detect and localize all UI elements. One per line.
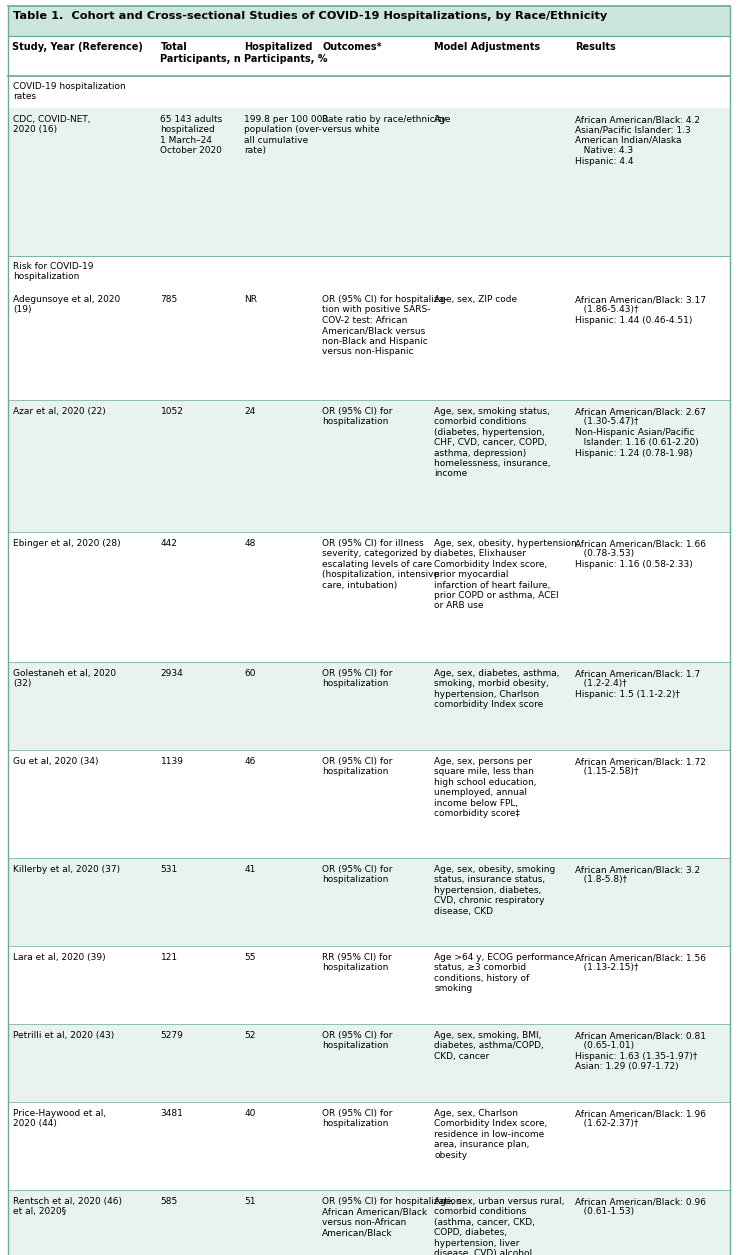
Text: Age, sex, urban versus rural,
comorbid conditions
(asthma, cancer, CKD,
COPD, di: Age, sex, urban versus rural, comorbid c… <box>434 1197 565 1255</box>
Bar <box>8 108 730 256</box>
Text: Killerby et al, 2020 (37): Killerby et al, 2020 (37) <box>13 865 120 873</box>
Text: Rate ratio by race/ethnicity
versus white: Rate ratio by race/ethnicity versus whit… <box>323 115 446 134</box>
Text: Age, sex, obesity, hypertension,
diabetes, Elixhauser
Comorbidity Index score,
p: Age, sex, obesity, hypertension, diabete… <box>434 538 579 610</box>
Text: African American/Black: 0.96
   (0.61-1.53): African American/Black: 0.96 (0.61-1.53) <box>575 1197 706 1216</box>
Text: 65 143 adults
hospitalized
1 March–24
October 2020: 65 143 adults hospitalized 1 March–24 Oc… <box>160 115 223 156</box>
Text: Lara et al, 2020 (39): Lara et al, 2020 (39) <box>13 953 106 963</box>
Text: 60: 60 <box>244 669 255 678</box>
Text: Age, sex, diabetes, asthma,
smoking, morbid obesity,
hypertension, Charlson
como: Age, sex, diabetes, asthma, smoking, mor… <box>434 669 559 709</box>
Text: Age, sex, smoking, BMI,
diabetes, asthma/COPD,
CKD, cancer: Age, sex, smoking, BMI, diabetes, asthma… <box>434 1032 544 1060</box>
Text: 585: 585 <box>160 1197 178 1206</box>
Text: Model Adjustments: Model Adjustments <box>434 41 540 51</box>
Text: 2934: 2934 <box>160 669 183 678</box>
Text: African American/Black: 1.7
   (1.2-2.4)†
Hispanic: 1.5 (1.1-2.2)†: African American/Black: 1.7 (1.2-2.4)† H… <box>575 669 700 699</box>
Text: OR (95% CI) for
hospitalization: OR (95% CI) for hospitalization <box>323 865 393 885</box>
Text: 531: 531 <box>160 865 178 873</box>
Bar <box>8 750 730 858</box>
Text: African American/Black: 2.67
   (1.30-5.47)†
Non-Hispanic Asian/Pacific
   Islan: African American/Black: 2.67 (1.30-5.47)… <box>575 407 706 458</box>
Text: 40: 40 <box>244 1109 255 1118</box>
Text: 48: 48 <box>244 538 255 548</box>
Text: African American/Black: 0.81
   (0.65-1.01)
Hispanic: 1.63 (1.35-1.97)†
Asian: 1: African American/Black: 0.81 (0.65-1.01)… <box>575 1032 706 1072</box>
Bar <box>8 1102 730 1190</box>
Bar <box>8 36 730 77</box>
Text: OR (95% CI) for
hospitalization: OR (95% CI) for hospitalization <box>323 1109 393 1128</box>
Text: African American/Black: 1.66
   (0.78-3.53)
Hispanic: 1.16 (0.58-2.33): African American/Black: 1.66 (0.78-3.53)… <box>575 538 706 569</box>
Text: Ebinger et al, 2020 (28): Ebinger et al, 2020 (28) <box>13 538 120 548</box>
Bar <box>8 287 730 400</box>
Text: Gu et al, 2020 (34): Gu et al, 2020 (34) <box>13 757 98 766</box>
Text: African American/Black: 1.56
   (1.13-2.15)†: African American/Black: 1.56 (1.13-2.15)… <box>575 953 706 973</box>
Text: Results: Results <box>575 41 615 51</box>
Text: 785: 785 <box>160 295 178 304</box>
Text: 5279: 5279 <box>160 1032 183 1040</box>
Text: 121: 121 <box>160 953 178 963</box>
Text: 41: 41 <box>244 865 255 873</box>
Text: Outcomes*: Outcomes* <box>323 41 382 51</box>
Text: OR (95% CI) for
hospitalization: OR (95% CI) for hospitalization <box>323 669 393 689</box>
Text: 442: 442 <box>160 538 177 548</box>
Text: OR (95% CI) for hospitalization:
African American/Black
versus non-African
Ameri: OR (95% CI) for hospitalization: African… <box>323 1197 465 1237</box>
Text: Price-Haywood et al,
2020 (44): Price-Haywood et al, 2020 (44) <box>13 1109 106 1128</box>
Bar <box>8 532 730 661</box>
Text: Age, sex, persons per
square mile, less than
high school education,
unemployed, : Age, sex, persons per square mile, less … <box>434 757 537 818</box>
Text: Total
Participants, n: Total Participants, n <box>160 41 241 64</box>
Text: 24: 24 <box>244 407 255 415</box>
Text: Hospitalized
Participants, %: Hospitalized Participants, % <box>244 41 328 64</box>
Text: Age: Age <box>434 115 452 124</box>
Text: 1052: 1052 <box>160 407 183 415</box>
Text: 46: 46 <box>244 757 255 766</box>
Text: Adegunsoye et al, 2020
(19): Adegunsoye et al, 2020 (19) <box>13 295 120 315</box>
Text: African American/Black: 1.72
   (1.15-2.58)†: African American/Black: 1.72 (1.15-2.58)… <box>575 757 706 777</box>
Text: Age, sex, obesity, smoking
status, insurance status,
hypertension, diabetes,
CVD: Age, sex, obesity, smoking status, insur… <box>434 865 555 916</box>
Text: Table 1.  Cohort and Cross-sectional Studies of COVID-19 Hospitalizations, by Ra: Table 1. Cohort and Cross-sectional Stud… <box>13 11 607 21</box>
Bar <box>8 1024 730 1102</box>
Text: African American/Black: 1.96
   (1.62-2.37)†: African American/Black: 1.96 (1.62-2.37)… <box>575 1109 706 1128</box>
Text: African American/Black: 4.2
Asian/Pacific Islander: 1.3
American Indian/Alaska
 : African American/Black: 4.2 Asian/Pacifi… <box>575 115 700 166</box>
Text: Azar et al, 2020 (22): Azar et al, 2020 (22) <box>13 407 106 415</box>
Text: 199.8 per 100 000
population (over-
all cumulative
rate): 199.8 per 100 000 population (over- all … <box>244 115 328 156</box>
Text: Age, sex, Charlson
Comorbidity Index score,
residence in low-income
area, insura: Age, sex, Charlson Comorbidity Index sco… <box>434 1109 548 1160</box>
Text: NR: NR <box>244 295 258 304</box>
Bar <box>8 6 730 36</box>
Text: RR (95% CI) for
hospitalization: RR (95% CI) for hospitalization <box>323 953 392 973</box>
Text: 55: 55 <box>244 953 255 963</box>
Text: Golestaneh et al, 2020
(32): Golestaneh et al, 2020 (32) <box>13 669 116 689</box>
Text: 51: 51 <box>244 1197 255 1206</box>
Text: 3481: 3481 <box>160 1109 183 1118</box>
Text: Rentsch et al, 2020 (46)
et al, 2020§: Rentsch et al, 2020 (46) et al, 2020§ <box>13 1197 122 1216</box>
Bar <box>8 858 730 946</box>
Text: COVID-19 hospitalization
rates: COVID-19 hospitalization rates <box>13 82 125 102</box>
Bar <box>8 400 730 532</box>
Text: OR (95% CI) for
hospitalization: OR (95% CI) for hospitalization <box>323 407 393 427</box>
Text: OR (95% CI) for
hospitalization: OR (95% CI) for hospitalization <box>323 1032 393 1050</box>
Text: African American/Black: 3.17
   (1.86-5.43)†
Hispanic: 1.44 (0.46-4.51): African American/Black: 3.17 (1.86-5.43)… <box>575 295 706 325</box>
Text: Study, Year (Reference): Study, Year (Reference) <box>12 41 143 51</box>
Text: African American/Black: 3.2
   (1.8-5.8)†: African American/Black: 3.2 (1.8-5.8)† <box>575 865 700 885</box>
Bar <box>8 1190 730 1255</box>
Text: 1139: 1139 <box>160 757 184 766</box>
Text: OR (95% CI) for hospitaliza-
tion with positive SARS-
COV-2 test: African
Americ: OR (95% CI) for hospitaliza- tion with p… <box>323 295 447 356</box>
Text: Risk for COVID-19
hospitalization: Risk for COVID-19 hospitalization <box>13 262 94 281</box>
Text: Age, sex, ZIP code: Age, sex, ZIP code <box>434 295 517 304</box>
Text: OR (95% CI) for
hospitalization: OR (95% CI) for hospitalization <box>323 757 393 777</box>
Text: Age >64 y, ECOG performance
status, ≥3 comorbid
conditions, history of
smoking: Age >64 y, ECOG performance status, ≥3 c… <box>434 953 574 993</box>
Text: OR (95% CI) for illness
severity, categorized by
escalating levels of care
(hosp: OR (95% CI) for illness severity, catego… <box>323 538 439 590</box>
Bar <box>8 946 730 1024</box>
Text: CDC, COVID-NET,
2020 (16): CDC, COVID-NET, 2020 (16) <box>13 115 91 134</box>
Text: Age, sex, smoking status,
comorbid conditions
(diabetes, hypertension,
CHF, CVD,: Age, sex, smoking status, comorbid condi… <box>434 407 551 478</box>
Text: 52: 52 <box>244 1032 255 1040</box>
Bar <box>8 77 730 108</box>
Bar <box>8 661 730 750</box>
Bar <box>8 256 730 287</box>
Text: Petrilli et al, 2020 (43): Petrilli et al, 2020 (43) <box>13 1032 114 1040</box>
